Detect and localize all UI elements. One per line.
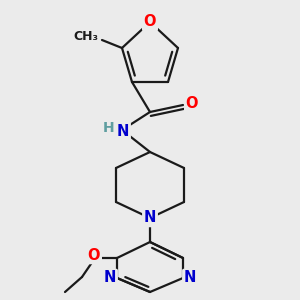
Text: CH₃: CH₃ xyxy=(73,31,98,44)
Text: N: N xyxy=(104,271,116,286)
Text: N: N xyxy=(144,211,156,226)
Text: N: N xyxy=(117,124,129,139)
Text: O: O xyxy=(186,95,198,110)
Text: O: O xyxy=(88,248,100,262)
Text: N: N xyxy=(184,271,196,286)
Text: H: H xyxy=(102,121,114,135)
Text: O: O xyxy=(144,14,156,29)
